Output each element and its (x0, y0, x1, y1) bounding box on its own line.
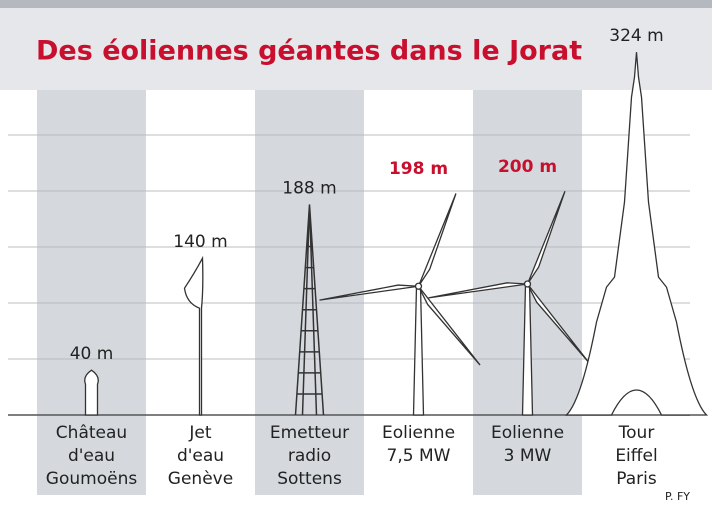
category-label: Emetteur (270, 423, 349, 443)
turbine-blade (319, 284, 419, 301)
turbine-blade (417, 193, 457, 287)
category-label: d'eau (177, 446, 224, 466)
category-label: Genève (168, 469, 233, 489)
turbine-blade (526, 191, 566, 285)
value-label: 140 m (173, 232, 227, 252)
eiffel-tower (564, 52, 709, 416)
value-label: 40 m (70, 344, 114, 364)
category-label: Tour (618, 423, 655, 443)
radio-mast (294, 204, 325, 416)
value-label: 198 m (389, 159, 448, 179)
turbine-blade (417, 285, 481, 366)
value-label: 324 m (609, 26, 663, 46)
turbine-hub (414, 282, 423, 290)
chart-title: Des éoliennes géantes dans le Jorat (36, 36, 582, 67)
turbine-hub (523, 280, 532, 288)
column-shade (255, 90, 364, 495)
category-label: d'eau (68, 446, 115, 466)
header-strip (0, 0, 712, 8)
wind-turbine (428, 191, 590, 416)
source: P. FY (665, 490, 690, 503)
column-shade (37, 90, 146, 495)
category-label: radio (288, 446, 331, 466)
category-label: Jet (188, 423, 211, 443)
category-label: 7,5 MW (387, 446, 451, 466)
category-label: Sottens (277, 469, 342, 489)
wind-turbine (319, 193, 481, 416)
category-label: 3 MW (504, 446, 552, 466)
turbine-blade (428, 282, 528, 299)
category-label: Eolienne (491, 423, 564, 443)
value-label: 200 m (498, 157, 557, 177)
category-label: Paris (616, 469, 657, 489)
category-label: Eolienne (382, 423, 455, 443)
water-tower (84, 369, 99, 416)
turbine-blade (526, 283, 590, 364)
category-label: Château (56, 423, 127, 443)
category-label: Goumoëns (46, 469, 138, 489)
water-jet (183, 255, 204, 416)
header-band (0, 0, 712, 90)
value-label: 188 m (282, 178, 336, 198)
category-label: Eiffel (615, 446, 657, 466)
